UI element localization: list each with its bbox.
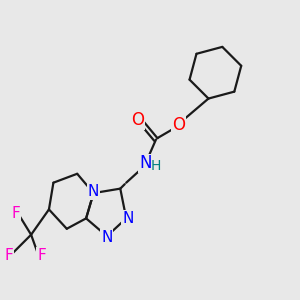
Text: F: F [12, 206, 21, 221]
Text: N: N [101, 230, 112, 245]
Text: H: H [151, 159, 161, 173]
Text: N: N [122, 211, 134, 226]
Text: N: N [88, 184, 99, 199]
Text: N: N [139, 154, 152, 172]
Text: O: O [172, 116, 185, 134]
Text: F: F [4, 248, 13, 263]
Text: O: O [131, 111, 144, 129]
Text: F: F [37, 248, 46, 263]
